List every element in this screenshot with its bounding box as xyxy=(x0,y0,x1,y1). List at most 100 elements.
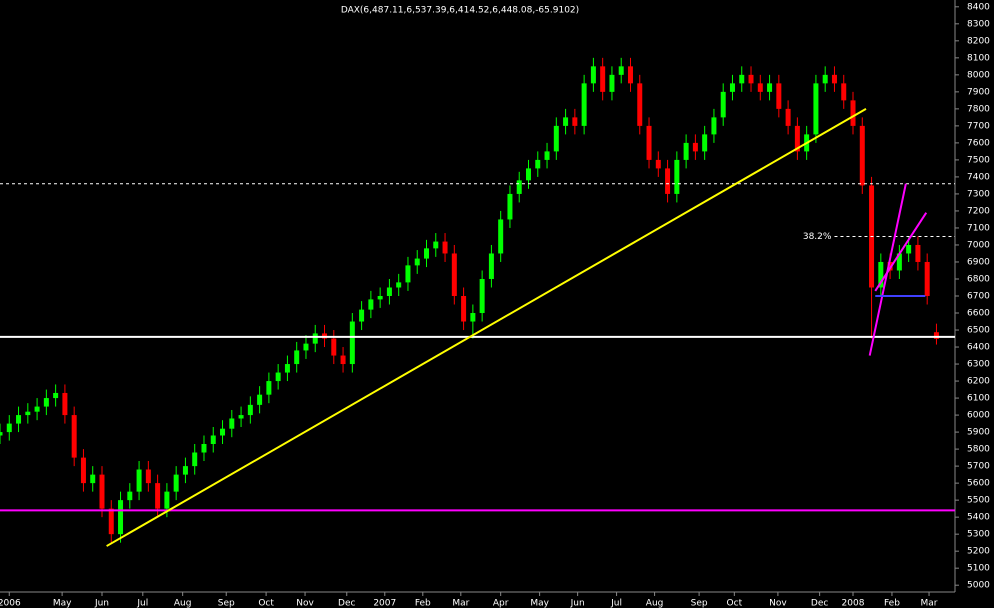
candle-body xyxy=(757,83,763,92)
candle-body xyxy=(16,415,22,424)
y-tick-label: 5000 xyxy=(967,581,990,591)
candle-body xyxy=(516,180,522,194)
candle-body xyxy=(553,125,559,152)
candle-body xyxy=(831,74,837,84)
y-tick-label: 8400 xyxy=(967,2,990,12)
x-tick-label: Jul xyxy=(610,599,622,608)
candle-body xyxy=(99,474,105,509)
x-tick-label: Jun xyxy=(94,599,109,608)
candle-body xyxy=(637,83,643,126)
candle-body xyxy=(257,394,263,405)
candle-body xyxy=(535,159,541,169)
candle-body xyxy=(525,168,531,181)
x-tick-label: Oct xyxy=(727,599,743,608)
candle-body xyxy=(368,299,374,310)
x-tick-label: Apr xyxy=(493,599,509,608)
candle-body xyxy=(665,168,671,194)
candle-body xyxy=(646,125,652,160)
trend-line xyxy=(874,212,928,292)
candle-body xyxy=(312,333,318,344)
candle-body xyxy=(34,406,40,412)
candle-body xyxy=(145,469,151,484)
candle-body xyxy=(433,241,439,249)
y-tick-label: 7600 xyxy=(967,138,990,148)
x-tick-label: May xyxy=(530,599,549,608)
y-tick-label: 5500 xyxy=(967,496,990,506)
candle-body xyxy=(359,309,365,322)
x-tick-label: Sep xyxy=(218,599,235,608)
x-tick-label: Dec xyxy=(338,599,355,608)
y-tick-label: 5900 xyxy=(967,428,990,438)
candle-body xyxy=(822,74,828,84)
y-tick-label: 6100 xyxy=(967,394,990,404)
candle-body xyxy=(442,241,448,254)
candle-body xyxy=(0,432,3,436)
x-tick-label: Oct xyxy=(258,599,274,608)
y-tick-label: 5300 xyxy=(967,530,990,540)
y-tick-label: 8200 xyxy=(967,36,990,46)
candle-body xyxy=(924,261,930,296)
candle-body xyxy=(683,142,689,160)
y-tick-label: 5800 xyxy=(967,445,990,455)
candle-body xyxy=(136,469,142,492)
x-tick-label: Sep xyxy=(691,599,708,608)
candle-body xyxy=(498,219,504,254)
candle-body xyxy=(470,313,476,322)
candle-body xyxy=(767,83,773,92)
y-tick-label: 6000 xyxy=(967,411,990,421)
candle-body xyxy=(386,287,392,296)
candle-body xyxy=(155,483,161,509)
x-tick-label: Dec xyxy=(811,599,828,608)
candle-body xyxy=(284,364,290,373)
y-tick-label: 7400 xyxy=(967,172,990,182)
candle-body xyxy=(275,372,281,382)
candle-body xyxy=(711,117,717,135)
x-tick-label: Mar xyxy=(921,599,938,608)
candle-body xyxy=(563,117,569,126)
candle-body xyxy=(572,117,578,126)
candle-body xyxy=(915,244,921,262)
x-tick-label: 2006 xyxy=(0,599,21,608)
candle-body xyxy=(238,415,244,419)
y-tick-label: 6300 xyxy=(967,360,990,370)
y-tick-label: 6900 xyxy=(967,257,990,267)
y-tick-label: 5100 xyxy=(967,564,990,574)
candle-body xyxy=(507,193,513,220)
x-tick-label: 2007 xyxy=(373,599,396,608)
candle-body xyxy=(461,296,467,322)
candle-body xyxy=(127,491,133,501)
candle-body xyxy=(841,83,847,101)
candle-body xyxy=(609,74,615,92)
candle-body xyxy=(581,83,587,126)
candle-body xyxy=(655,159,661,169)
candle-body xyxy=(173,474,179,492)
x-tick-label: Mar xyxy=(452,599,469,608)
candle-body xyxy=(479,278,485,314)
x-tick-label: Nov xyxy=(296,599,314,608)
candle-body xyxy=(192,452,198,467)
x-tick-label: Nov xyxy=(769,599,787,608)
y-tick-label: 6800 xyxy=(967,274,990,284)
candle-body xyxy=(850,100,856,126)
candle-body xyxy=(43,398,49,407)
candle-body xyxy=(692,142,698,152)
candle-body xyxy=(164,491,170,509)
candle-body xyxy=(896,253,902,271)
candle-body xyxy=(720,91,726,118)
y-tick-label: 7700 xyxy=(967,121,990,131)
candle-body xyxy=(776,83,782,109)
annotation: 38.2% xyxy=(803,232,832,242)
candle-body xyxy=(62,392,68,416)
candle-body xyxy=(201,444,207,453)
y-tick-label: 6400 xyxy=(967,343,990,353)
chart-title: DAX(6,487.11,6,537.39,6,414.52,6,448.08,… xyxy=(341,6,579,16)
candle-body xyxy=(906,244,912,254)
y-tick-label: 6600 xyxy=(967,309,990,319)
candle-body xyxy=(182,466,188,475)
y-tick-label: 7200 xyxy=(967,206,990,216)
candle-body xyxy=(220,428,226,436)
candle-body xyxy=(303,343,309,351)
x-tick-label: Aug xyxy=(174,599,192,608)
candle-body xyxy=(6,423,12,433)
x-tick-label: May xyxy=(53,599,72,608)
